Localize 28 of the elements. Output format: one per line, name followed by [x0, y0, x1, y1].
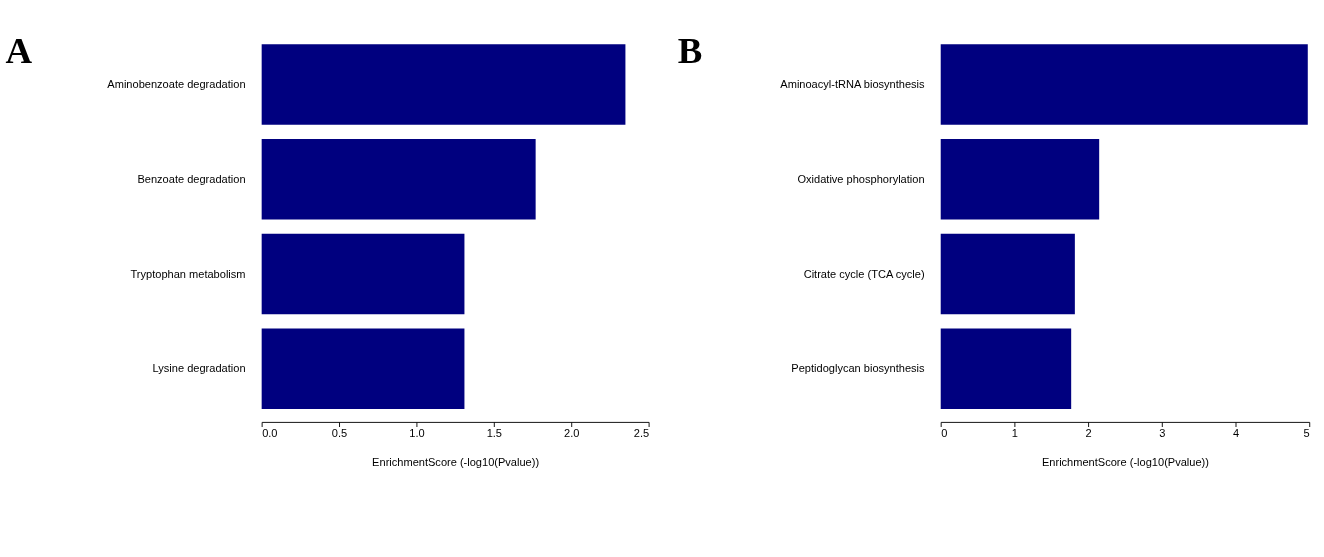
x-tick-label: 5	[1303, 427, 1310, 440]
y-tick-label: Aminobenzoate degradation	[107, 78, 246, 91]
x-tick-label: 4	[1232, 427, 1240, 440]
x-tick-label: 2.5	[633, 427, 650, 440]
bar	[940, 328, 1072, 409]
x-axis-title: EnrichmentScore (-log10(Pvalue))	[1041, 455, 1209, 468]
x-tick-label: 1.0	[409, 427, 425, 440]
y-tick-label: Lysine degradation	[152, 362, 246, 375]
x-axis-title: EnrichmentScore (-log10(Pvalue))	[372, 455, 540, 468]
y-tick-label: Aminoacyl-tRNA biosynthesis	[780, 78, 926, 91]
x-tick-label: 0.5	[331, 427, 348, 440]
x-tick-label: 2.0	[564, 427, 580, 440]
x-tick-label: 1	[1011, 427, 1018, 440]
chart-title: B	[677, 29, 703, 71]
x-tick-label: 3	[1159, 427, 1166, 440]
y-tick-label: Peptidoglycan biosynthesis	[791, 362, 926, 375]
y-tick-label: Citrate cycle (TCA cycle)	[803, 267, 925, 280]
bar	[940, 233, 1075, 315]
x-tick-label: 0.0	[262, 427, 278, 440]
bar	[940, 44, 1308, 125]
bar	[940, 138, 1100, 220]
y-tick-label: Benzoate degradation	[137, 172, 246, 185]
x-tick-label: 1.5	[486, 427, 502, 440]
x-tick-label: 2	[1085, 427, 1092, 440]
y-tick-label: Oxidative phosphorylation	[797, 172, 925, 185]
chart-title: A	[5, 29, 33, 71]
x-tick-label: 0	[941, 427, 948, 440]
y-tick-label: Tryptophan metabolism	[130, 267, 246, 280]
